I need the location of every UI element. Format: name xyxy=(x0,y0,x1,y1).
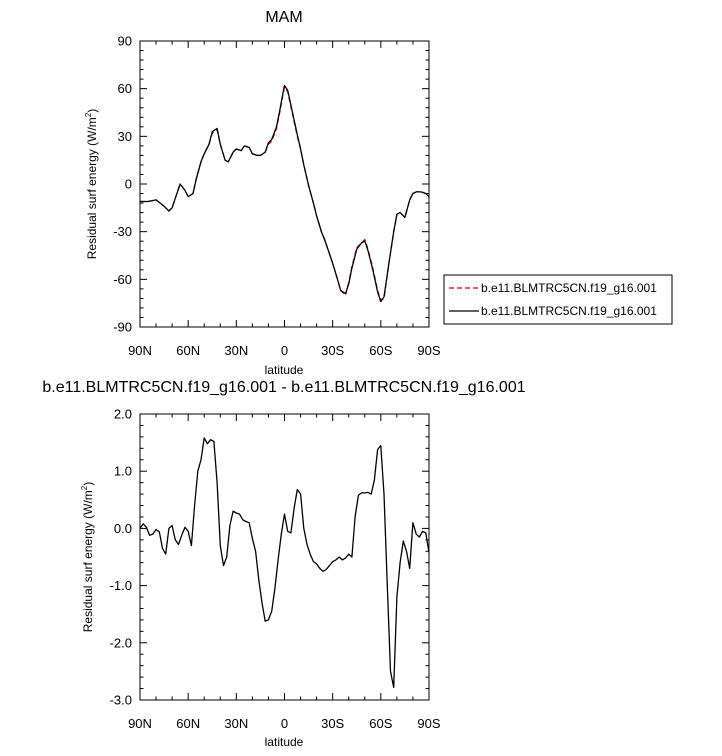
legend-box xyxy=(443,274,673,325)
bottom-tick-marks xyxy=(139,413,430,701)
x-tick-label: 90N xyxy=(128,716,152,731)
x-tick-label: 30S xyxy=(321,343,344,358)
y-tick-label: 0 xyxy=(125,177,132,192)
top-tick-marks xyxy=(139,40,430,328)
bottom-chart-title: b.e11.BLMTRC5CN.f19_g16.001 - b.e11.BLMT… xyxy=(42,379,525,396)
top-chart-title: MAM xyxy=(265,9,302,26)
top-y-axis-label-main: Residual surf energy (W/m xyxy=(85,117,99,259)
y-tick-label: 30 xyxy=(118,129,132,144)
x-tick-label: 30N xyxy=(224,343,248,358)
x-tick-label: 30N xyxy=(224,716,248,731)
x-tick-label: 60N xyxy=(176,343,200,358)
bottom-x-axis-label: latitude xyxy=(265,735,304,749)
x-tick-label: 90S xyxy=(417,343,440,358)
bottom-series-lines xyxy=(139,437,430,689)
series-line-1 xyxy=(139,437,430,689)
y-tick-label: -3.0 xyxy=(110,693,132,708)
y-tick-label: 0.0 xyxy=(114,521,132,536)
top-x-tick-labels: 90N 60N 30N 0 30S 60S 90S xyxy=(128,343,441,358)
top-y-axis-label: Residual surf energy (W/m2) xyxy=(84,109,99,260)
x-tick-label: 0 xyxy=(281,343,288,358)
top-y-axis-label-sup: 2 xyxy=(84,112,93,117)
x-tick-label: 90N xyxy=(128,343,152,358)
y-tick-label: -30 xyxy=(113,224,132,239)
top-y-tick-labels: 90 60 30 0 -30 -60 -90 xyxy=(113,34,132,335)
y-tick-label: 1.0 xyxy=(114,464,132,479)
x-tick-label: 30S xyxy=(321,716,344,731)
top-series-lines xyxy=(140,84,430,303)
legend: b.e11.BLMTRC5CN.f19_g16.001 b.e11.BLMTRC… xyxy=(443,274,673,325)
bottom-y-axis-label-sup: 2 xyxy=(80,485,89,490)
series-line-2 xyxy=(140,84,430,303)
y-tick-label: -1.0 xyxy=(110,578,132,593)
legend-entry-1: b.e11.BLMTRC5CN.f19_g16.001 xyxy=(481,281,657,295)
y-tick-label: 60 xyxy=(118,81,132,96)
bottom-y-axis-label: Residual surf energy (W/m2) xyxy=(80,482,95,633)
y-tick-label: -2.0 xyxy=(110,635,132,650)
bottom-x-tick-labels: 90N 60N 30N 0 30S 60S 90S xyxy=(128,716,441,731)
series-line-1 xyxy=(140,86,430,301)
x-tick-label: 0 xyxy=(281,716,288,731)
legend-entry-2: b.e11.BLMTRC5CN.f19_g16.001 xyxy=(481,304,657,318)
x-tick-label: 60S xyxy=(369,716,392,731)
top-panel: MAM 90 60 30 0 -30 -60 -90 90N 60N 30N 0 30S 60S 90S… xyxy=(84,9,441,377)
bottom-y-axis-label-tail: ) xyxy=(81,482,95,486)
x-tick-label: 60S xyxy=(369,343,392,358)
bottom-y-axis-label-main: Residual surf energy (W/m xyxy=(81,490,95,632)
y-tick-label: -60 xyxy=(113,272,132,287)
x-tick-label: 60N xyxy=(176,716,200,731)
x-tick-label: 90S xyxy=(417,716,440,731)
bottom-panel: b.e11.BLMTRC5CN.f19_g16.001 - b.e11.BLMT… xyxy=(42,379,525,749)
y-tick-label: 90 xyxy=(118,34,132,49)
y-tick-label: 2.0 xyxy=(114,407,132,422)
y-tick-label: -90 xyxy=(113,320,132,335)
top-x-axis-label: latitude xyxy=(265,363,304,377)
bottom-y-tick-labels: 2.0 1.0 0.0 -1.0 -2.0 -3.0 xyxy=(110,407,132,708)
top-y-axis-label-tail: ) xyxy=(85,109,99,113)
